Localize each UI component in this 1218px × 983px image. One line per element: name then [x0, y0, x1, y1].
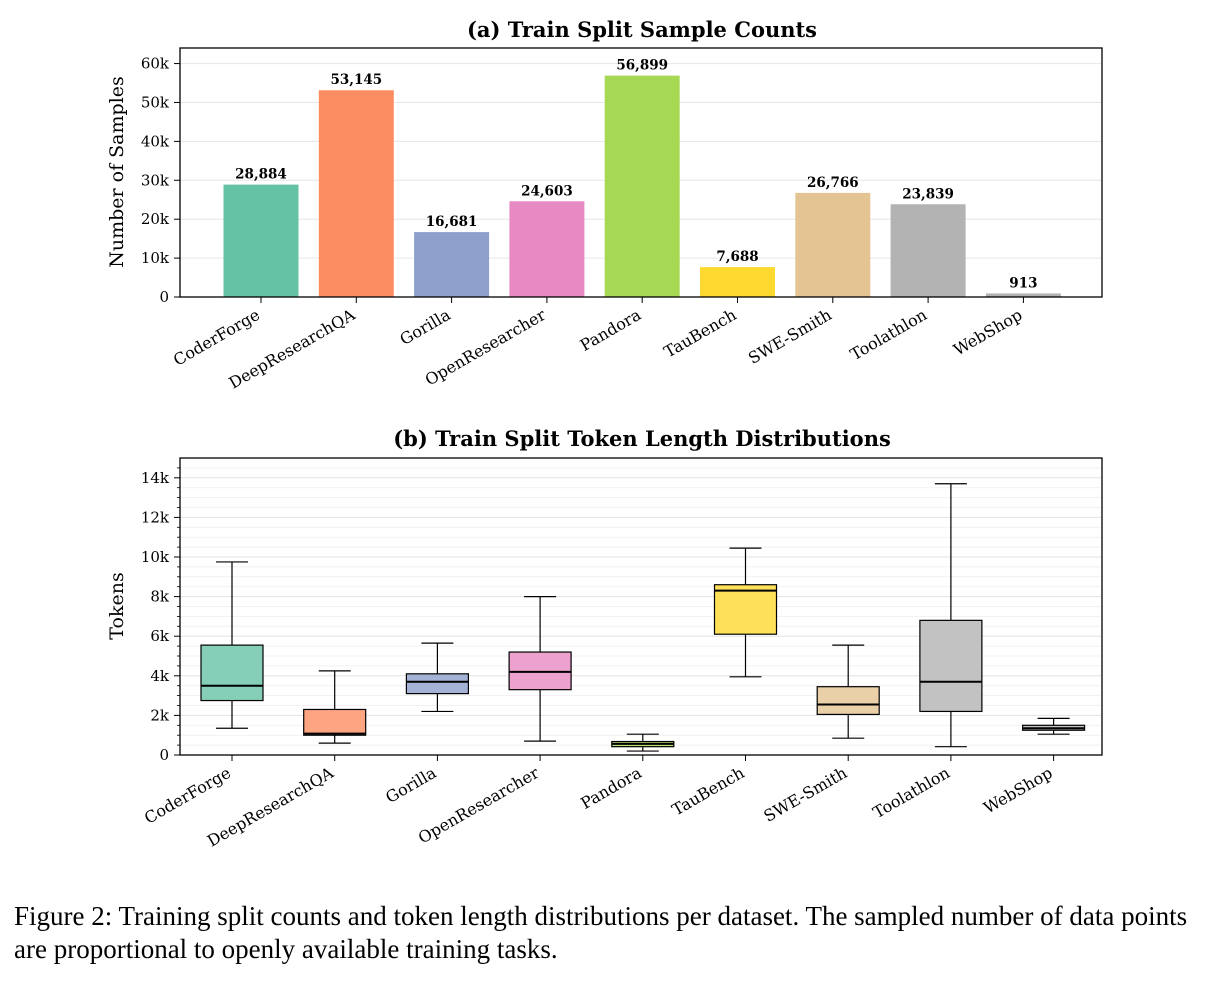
bar-value-label: 913	[1009, 275, 1037, 291]
box-deepresearchqa	[303, 670, 367, 744]
x-tick-label: TauBench	[669, 763, 748, 819]
y-tick-label: 6k	[150, 627, 170, 645]
bar-deepresearchqa	[318, 90, 394, 298]
y-tick-label: 10k	[141, 548, 170, 566]
box-iqr	[200, 644, 264, 702]
panel-a-title: (a) Train Split Sample Counts	[467, 17, 817, 42]
box-swe-smith	[816, 644, 880, 739]
panel-a-frame	[179, 47, 1103, 298]
y-tick-label: 0	[159, 746, 169, 764]
bar-gorilla	[414, 232, 490, 297]
bar-value-label: 53,145	[330, 72, 382, 88]
x-tick-label: Toolathlon	[870, 763, 953, 822]
box-taubench	[713, 547, 778, 678]
figure-caption: Figure 2: Training split counts and toke…	[14, 901, 1188, 964]
bar-pandora	[604, 75, 680, 298]
box-iqr	[919, 619, 983, 713]
panel-b-box-plot: (b) Train Split Token Length Distributio…	[106, 426, 1103, 851]
box-gorilla	[405, 642, 469, 713]
panel-b-title: (b) Train Split Token Length Distributio…	[393, 426, 891, 451]
bar-value-label: 23,839	[902, 186, 954, 202]
box-iqr	[816, 686, 880, 716]
bar-taubench	[700, 267, 775, 297]
bar-value-label: 16,681	[426, 214, 478, 230]
bar-value-label: 28,884	[235, 167, 287, 183]
box-iqr	[713, 584, 778, 635]
y-tick-label: 60k	[141, 55, 170, 73]
box-webshop	[1021, 717, 1086, 735]
panel-b-y-axis: 0 2k 4k 6k 8k 10k 12k 14k	[141, 467, 180, 764]
x-tick-label: SWE-Smith	[760, 763, 850, 826]
figure: (a) Train Split Sample Counts 28,884 53,1…	[106, 17, 1103, 851]
box-iqr	[303, 708, 367, 736]
x-tick-label: Gorilla	[397, 305, 454, 349]
bar-value-label: 26,766	[807, 175, 859, 191]
box-toolathlon	[919, 483, 983, 748]
panel-b-y-label: Tokens	[106, 572, 128, 639]
y-tick-label: 0	[159, 288, 169, 306]
bar-value-label: 24,603	[521, 183, 573, 199]
bar-value-label: 56,899	[616, 58, 668, 74]
x-tick-label: WebShop	[980, 763, 1055, 817]
y-tick-label: 50k	[141, 93, 170, 111]
y-tick-label: 20k	[141, 210, 170, 228]
x-tick-label: CoderForge	[141, 763, 234, 828]
panel-a-bars: 28,884 53,145 16,681 24,603 56,899 7,688 26,76…	[223, 58, 1061, 298]
x-tick-label: Toolathlon	[847, 305, 930, 364]
panel-a-y-axis: 0 10k 20k 30k 40k 50k 60k	[141, 55, 180, 306]
y-tick-label: 30k	[141, 171, 170, 189]
x-tick-label: Pandora	[577, 305, 645, 355]
box-openresearcher	[508, 595, 572, 742]
bar-toolathlon	[890, 204, 966, 297]
y-tick-label: 10k	[141, 249, 170, 267]
box-pandora	[611, 733, 675, 752]
x-tick-label: CoderForge	[170, 305, 263, 370]
y-tick-label: 12k	[141, 508, 170, 526]
panel-b-boxes	[200, 483, 1086, 752]
x-tick-label: Gorilla	[382, 763, 439, 807]
y-tick-label: 14k	[141, 469, 170, 487]
y-tick-label: 4k	[150, 667, 170, 685]
x-tick-label: TauBench	[661, 305, 740, 361]
x-tick-label: Pandora	[577, 763, 645, 813]
bar-webshop	[985, 293, 1061, 297]
y-tick-label: 2k	[150, 706, 170, 724]
bar-value-label: 7,688	[716, 249, 758, 265]
panel-b-frame	[179, 457, 1103, 756]
panel-a-y-label: Number of Samples	[106, 76, 128, 268]
x-tick-label: WebShop	[950, 305, 1025, 359]
y-tick-label: 40k	[141, 132, 170, 150]
x-tick-label: SWE-Smith	[745, 305, 835, 368]
bar-coderforge	[223, 184, 299, 297]
bar-swe-smith	[795, 192, 871, 297]
box-coderforge	[200, 561, 264, 729]
box-iqr	[405, 673, 469, 695]
panel-a-bar-chart: (a) Train Split Sample Counts 28,884 53,1…	[106, 17, 1103, 393]
y-tick-label: 8k	[150, 588, 170, 606]
bar-openresearcher	[509, 201, 585, 297]
